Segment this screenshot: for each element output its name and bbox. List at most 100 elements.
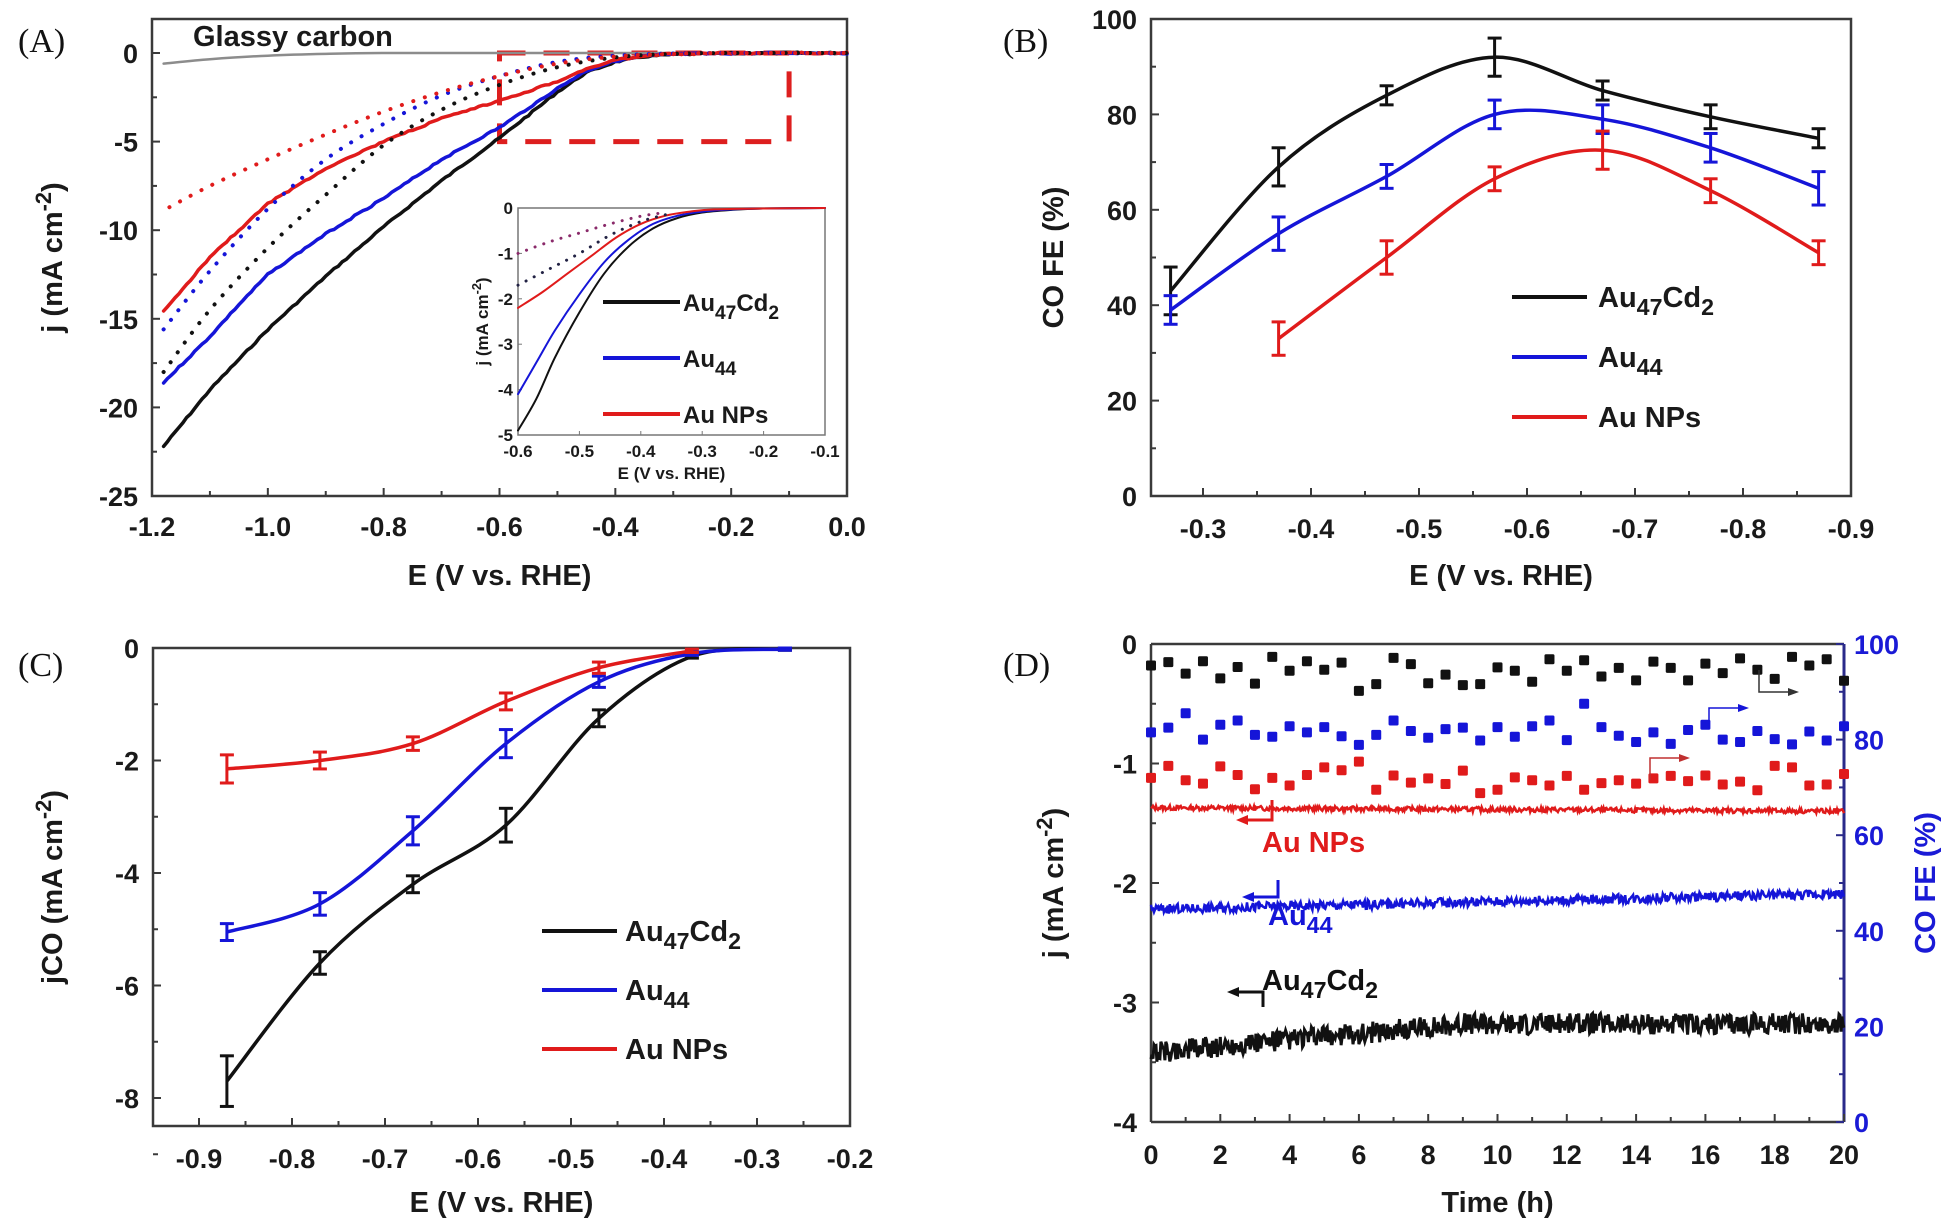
fe-data-point (1544, 654, 1555, 665)
inset-y-tick-label: -2 (498, 290, 513, 309)
fe-data-point (1457, 680, 1468, 691)
inset-y-tick-label: -4 (498, 381, 514, 400)
fe-data-point (1371, 729, 1382, 740)
fe-data-point (1839, 721, 1849, 732)
fe-data-point (1475, 788, 1486, 799)
fe-data-point (1146, 727, 1156, 738)
legend-label-main: Au (1598, 282, 1637, 314)
series-line-au-nps-ar- (167, 50, 849, 210)
fe-data-point (1596, 671, 1607, 682)
series-line-au47cd2 (225, 647, 786, 1083)
fe-data-point (1596, 722, 1607, 733)
fe-data-point (1319, 762, 1330, 773)
arrowhead-icon (1227, 987, 1239, 997)
y-tick-label: -1 (1113, 750, 1137, 780)
fe-data-point (1163, 657, 1174, 668)
legend-label-main: Au NPs (1598, 402, 1701, 434)
panel-d-stability-chart: (D)0 2 4 6 8 10 12 14 16 18 200-1-2-3-4 02040608010… (1003, 630, 1942, 1219)
y-tick-label: -15 (99, 305, 138, 335)
fe-data-point (1579, 784, 1590, 795)
fe-data-point (1527, 676, 1538, 687)
legend-label: Au NPs (1598, 402, 1701, 434)
x-tick-label: -0.7 (1612, 514, 1659, 544)
fe-data-point (1405, 725, 1416, 736)
fe-data-point (1527, 775, 1538, 786)
fe-data-point (1665, 738, 1676, 749)
fe-data-point (1683, 776, 1694, 787)
fe-data-point (1492, 784, 1503, 795)
fe-data-point (1527, 721, 1538, 732)
fe-data-point (1700, 770, 1711, 781)
glassy-carbon-annotation: Glassy carbon (193, 21, 393, 53)
y-tick-label: 0 (123, 39, 138, 69)
fe-data-point (1388, 652, 1399, 663)
fe-data-point (1180, 708, 1191, 719)
legend-label-subscript: 44 (715, 359, 737, 380)
fe-data-point (1839, 675, 1849, 686)
legend-label-main: Au NPs (625, 1034, 728, 1066)
y-tick-label: -4 (115, 859, 139, 889)
fe-data-point (1804, 726, 1815, 737)
legend-label: Au NPs (683, 402, 768, 429)
inset-x-tick-label: -0.5 (565, 442, 594, 461)
inset-y-axis-title-close: ) (473, 277, 492, 283)
legend-label: Au47Cd2 (625, 916, 741, 954)
fe-data-point (1683, 675, 1694, 686)
y-axis-title: j (mA cm-2) (31, 182, 69, 333)
fe-data-point (1752, 725, 1763, 736)
fe-data-point (1249, 784, 1260, 795)
fe-data-point (1769, 760, 1780, 771)
fe-data-point (1197, 778, 1208, 789)
inset-frame (517, 207, 826, 436)
legend-label-cd: Cd (689, 916, 728, 948)
legend-label-main: Au (683, 346, 715, 373)
x-tick-label: -0.5 (1396, 514, 1443, 544)
arrow-to-right-axis-icon (1758, 670, 1791, 693)
fe-data-point (1579, 655, 1590, 666)
x-tick-label: -0.3 (1180, 514, 1227, 544)
fe-data-point (1405, 777, 1416, 788)
y-tick-label: 20 (1107, 387, 1137, 417)
plot-frame (1149, 17, 1853, 498)
fe-data-point (1301, 769, 1312, 780)
x-tick-label: -0.8 (360, 512, 407, 542)
y-tick-label: -8 (115, 1084, 139, 1114)
fe-data-point (1631, 675, 1642, 686)
x-tick-label: -0.9 (1828, 514, 1875, 544)
fe-data-point (1197, 734, 1208, 745)
inset-x-tick-label: -0.1 (810, 442, 839, 461)
fe-data-point (1613, 775, 1624, 786)
x-axis-title: E (V vs. RHE) (408, 560, 592, 592)
x-tick-label: 10 (1482, 1140, 1512, 1170)
y-tick-label: 80 (1107, 100, 1137, 130)
fe-data-point (1596, 778, 1607, 789)
fe-data-point (1544, 780, 1555, 791)
fe-data-point (1492, 662, 1503, 673)
arrow-to-right-axis-icon (1708, 707, 1741, 729)
y-tick-label: 0 (1122, 630, 1137, 660)
legend-label-subscript: 47 (1637, 294, 1663, 320)
x-tick-label: -1.2 (129, 512, 176, 542)
arrowhead-icon (1788, 688, 1799, 696)
label-subscript: 47 (1301, 977, 1327, 1003)
fe-data-point (1561, 665, 1572, 676)
inset-y-tick-label: 0 (504, 199, 513, 218)
fe-data-point (1787, 651, 1798, 662)
fe-data-point (1353, 756, 1364, 767)
legend-label-cd: Cd (736, 290, 768, 317)
y-axis-title-main: j (mA cm (37, 211, 69, 333)
legend-label-main: Au (625, 916, 664, 948)
x-axis-title: Time (h) (1441, 1187, 1553, 1219)
x-tick-label: -0.8 (269, 1144, 316, 1174)
y-tick-label: 40 (1107, 291, 1137, 321)
inset-x-axis-title: E (V vs. RHE) (618, 464, 726, 483)
x-tick-label: -0.4 (592, 512, 639, 542)
fe-data-point (1267, 731, 1278, 742)
fe-data-point (1215, 761, 1226, 772)
y2-tick-label: 20 (1854, 1012, 1884, 1042)
x-tick-label: -0.8 (1720, 514, 1767, 544)
x-tick-label: -0.4 (1288, 514, 1335, 544)
y-axis-title-main: jCO (mA cm (37, 819, 69, 985)
fe-data-point (1735, 776, 1746, 787)
fe-data-point (1457, 765, 1468, 776)
